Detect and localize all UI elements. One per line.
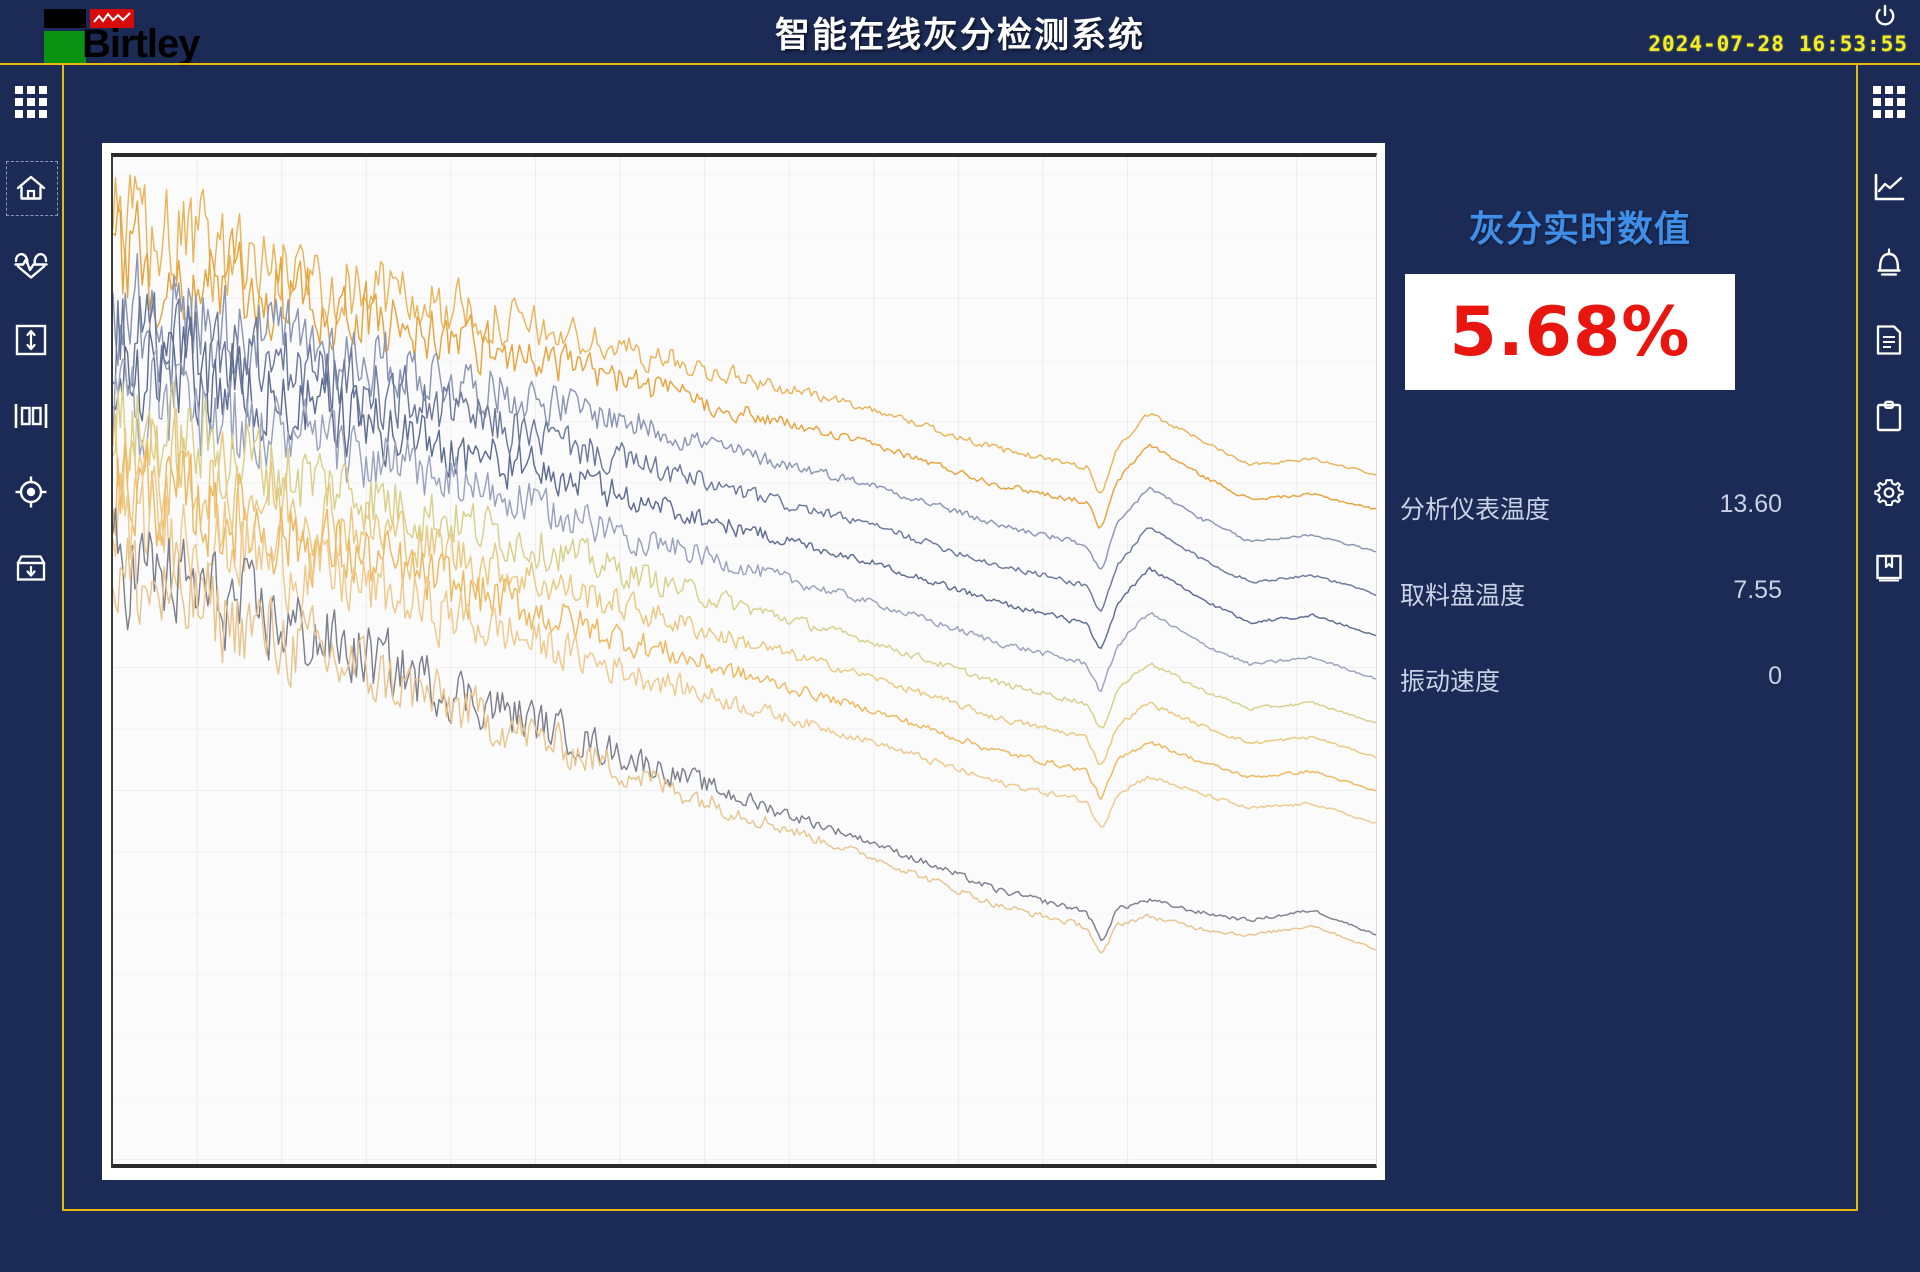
spectrum-line — [113, 509, 1376, 941]
ash-value-box: 5.68% — [1405, 274, 1735, 390]
page-title: 智能在线灰分检测系统 — [774, 16, 1145, 55]
sidebar-item-archive[interactable] — [0, 536, 62, 600]
clock-time: 16:53:55 — [1798, 32, 1908, 56]
frame-line-left — [62, 63, 64, 1211]
spectrum-line — [113, 201, 1376, 528]
metric-value: 13.60 — [1719, 490, 1782, 518]
bar-columns-icon — [14, 402, 48, 430]
spectrum-line — [113, 446, 1376, 799]
clock-date: 2024-07-28 — [1648, 32, 1785, 56]
home-icon — [15, 173, 47, 203]
sidebar-item-calibrate[interactable] — [0, 308, 62, 372]
metric-row: 分析仪表温度 13.60 — [1400, 490, 1800, 534]
logo-red-block — [90, 9, 134, 28]
gear-icon — [1873, 476, 1905, 508]
sidebar-item-apps-grid[interactable] — [0, 70, 62, 134]
download-box-icon — [15, 553, 47, 583]
sidebar-right — [1858, 64, 1920, 1210]
spectrum-line — [113, 539, 1376, 953]
spectrum-line — [113, 409, 1376, 764]
sidebar-item-alarms[interactable] — [1858, 232, 1920, 296]
metrics-list: 分析仪表温度 13.60 取料盘温度 7.55 振动速度 0 — [1400, 490, 1850, 706]
metric-label: 振动速度 — [1400, 668, 1501, 696]
spectrum-line — [113, 175, 1376, 493]
power-icon[interactable] — [1872, 3, 1898, 29]
spectrum-line — [113, 382, 1376, 728]
chart-frame — [111, 153, 1377, 1168]
clock: 2024-07-28 16:53:55 — [1648, 32, 1908, 56]
spectrum-line — [113, 317, 1376, 648]
metric-value: 0 — [1768, 662, 1782, 690]
sidebar-item-apps-grid-right[interactable] — [1858, 70, 1920, 134]
metric-row: 取料盘温度 7.55 — [1400, 576, 1800, 620]
frame-line-right — [1856, 63, 1858, 1211]
spectrum-line — [113, 254, 1376, 569]
sidebar-item-home[interactable] — [0, 156, 62, 220]
bell-icon — [1874, 248, 1904, 280]
logo-black-block — [44, 9, 86, 28]
sidebar-left — [0, 64, 62, 1210]
frame-line-bottom — [62, 1209, 1858, 1211]
spectrum-line — [113, 349, 1376, 692]
ash-value: 5.68% — [1449, 292, 1691, 372]
spectrum-plot-area[interactable] — [113, 157, 1376, 1164]
metric-label: 分析仪表温度 — [1400, 496, 1551, 524]
heart-pulse-icon — [14, 249, 48, 279]
spectrum-lines — [113, 157, 1376, 1164]
document-icon — [1875, 324, 1903, 356]
sidebar-item-bars[interactable] — [0, 384, 62, 448]
sidebar-item-reports[interactable] — [1858, 308, 1920, 372]
sidebar-item-manual[interactable] — [1858, 536, 1920, 600]
sidebar-item-records[interactable] — [1858, 384, 1920, 448]
line-chart-icon — [1873, 173, 1905, 203]
logo-green-block — [44, 31, 86, 64]
birtley-logo: Birtley — [22, 6, 200, 64]
sidebar-item-trend-chart[interactable] — [1858, 156, 1920, 220]
sidebar-item-target[interactable] — [0, 460, 62, 524]
vertical-arrows-box-icon — [15, 324, 47, 356]
sidebar-item-settings[interactable] — [1858, 460, 1920, 524]
realtime-info-panel: 灰分实时数值 5.68% 分析仪表温度 13.60 取料盘温度 7.55 振动速… — [1400, 200, 1850, 706]
grid-icon — [15, 86, 47, 118]
spectrum-line — [113, 456, 1376, 827]
metric-label: 取料盘温度 — [1400, 582, 1526, 610]
clipboard-icon — [1875, 400, 1903, 432]
book-icon — [1874, 553, 1904, 583]
top-bar: Birtley 智能在线灰分检测系统 2024-07-28 16:53:55 — [0, 0, 1920, 64]
frame-line-top — [0, 63, 1920, 65]
spectrum-line — [113, 292, 1376, 611]
sidebar-item-pulse[interactable] — [0, 232, 62, 296]
ash-value-title: 灰分实时数值 — [1468, 208, 1691, 249]
grid-icon — [1873, 86, 1905, 118]
metric-row: 振动速度 0 — [1400, 662, 1800, 706]
spectrum-chart-panel — [102, 143, 1385, 1180]
metric-value: 7.55 — [1733, 576, 1782, 604]
logo-wordmark: Birtley — [82, 22, 200, 66]
crosshair-target-icon — [15, 476, 47, 508]
